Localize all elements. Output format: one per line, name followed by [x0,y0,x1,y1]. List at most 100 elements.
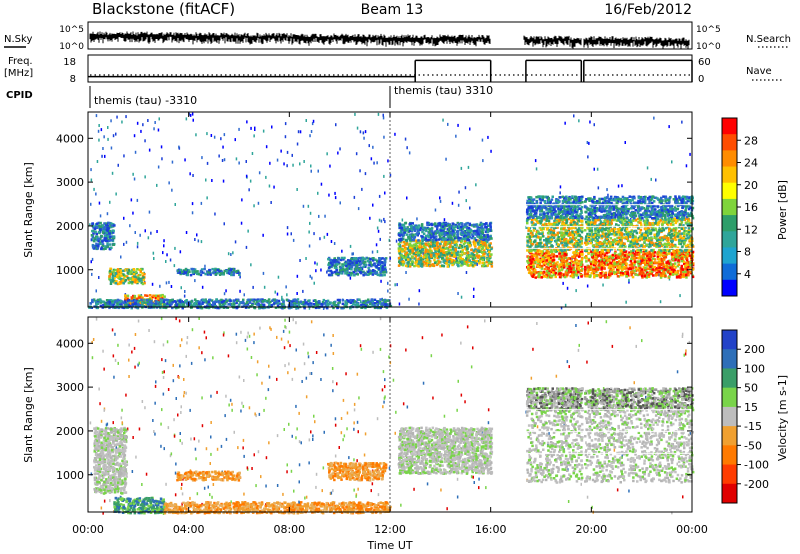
power-band-cell [150,302,154,305]
power-band-cell [149,294,152,297]
power-band-cell [373,305,376,308]
power-noise-cell [234,240,237,244]
power-band-cell [379,271,382,275]
power-band-cell [461,227,465,230]
power-band-cell [429,243,432,247]
power-band-cell [438,245,442,248]
power-band-cell [205,270,209,273]
power-band-cell [618,259,621,262]
power-band-cell [108,269,112,273]
power-band-cell [621,252,624,256]
power-noise-cell [387,281,389,285]
power-band-cell [451,246,454,249]
power-noise-cell [328,193,330,197]
power-band-cell [453,235,456,238]
power-band-cell [326,306,329,310]
power-band-cell [564,270,568,273]
power-band-cell [547,252,550,256]
power-band-cell [144,294,147,297]
power-band-cell [440,240,444,243]
power-band-cell [146,300,150,304]
power-band-cell [534,271,537,275]
power-band-cell [230,270,233,274]
power-band-cell [101,224,105,227]
power-band-cell [379,270,382,273]
power-band-cell [357,257,360,260]
power-noise-cell [360,300,362,304]
power-scatter-layer [88,112,695,310]
power-band-cell [541,258,544,261]
power-band-cell [214,271,217,274]
power-noise-cell [117,163,119,167]
power-band-cell [110,300,114,304]
power-band-cell [478,233,481,236]
power-band-cell [676,253,680,256]
power-band-cell [653,251,657,254]
power-band-cell [182,270,185,273]
power-band-cell [613,252,617,255]
power-band-cell [428,223,431,226]
power-band-cell [398,223,402,226]
power-band-cell [626,258,629,261]
power-band-cell [353,274,356,277]
power-band-cell [350,265,354,269]
power-band-cell [589,260,592,264]
power-band-cell [410,255,414,258]
power-band-cell [444,221,448,225]
power-band-cell [442,238,445,241]
power-noise-cell [196,233,198,237]
power-noise-cell [107,137,109,141]
power-band-cell [138,273,142,277]
power-band-cell [123,274,127,278]
power-band-cell [303,306,306,310]
power-noise-cell [239,275,241,279]
power-band-cell [355,264,359,267]
power-band-cell [624,250,628,253]
power-band-cell [336,272,340,276]
power-noise-cell [157,165,160,169]
power-band-cell [358,260,362,263]
power-band-cell [400,237,403,240]
power-band-cell [631,254,634,257]
power-band-cell [465,249,469,252]
power-noise-cell [442,118,444,122]
power-band-cell [577,260,581,263]
power-band-cell [454,225,458,229]
power-band-cell [481,264,484,267]
power-band-cell [208,303,211,306]
power-band-cell [412,244,416,247]
power-noise-cell [668,125,670,129]
power-band-cell [382,302,386,305]
power-band-cell [599,274,602,278]
power-band-cell [314,306,318,310]
power-band-cell [102,247,105,251]
power-band-cell [329,273,332,276]
power-band-cell [122,273,125,276]
power-band-cell [587,265,590,268]
power-band-cell [440,251,443,254]
power-band-cell [299,301,302,305]
power-band-cell [230,273,233,277]
power-band-cell [456,253,459,257]
power-band-cell [415,232,419,235]
power-band-cell [130,270,133,273]
power-band-cell [476,259,480,263]
power-noise-cell [184,158,186,162]
power-band-cell [273,302,276,305]
power-band-cell [186,273,190,277]
power-band-cell [151,303,154,306]
power-noise-cell [123,216,125,220]
power-band-cell [406,265,409,268]
power-band-cell [341,306,344,310]
power-band-cell [111,237,114,240]
power-band-cell [427,253,430,256]
power-band-cell [95,242,98,246]
power-band-cell [99,242,102,246]
power-noise-cell [469,206,471,210]
power-noise-cell [223,292,226,296]
power-noise-cell [314,261,316,265]
power-band-cell [575,254,578,257]
power-band-cell [473,237,476,240]
power-band-cell [310,302,313,305]
power-band-cell [574,271,578,274]
